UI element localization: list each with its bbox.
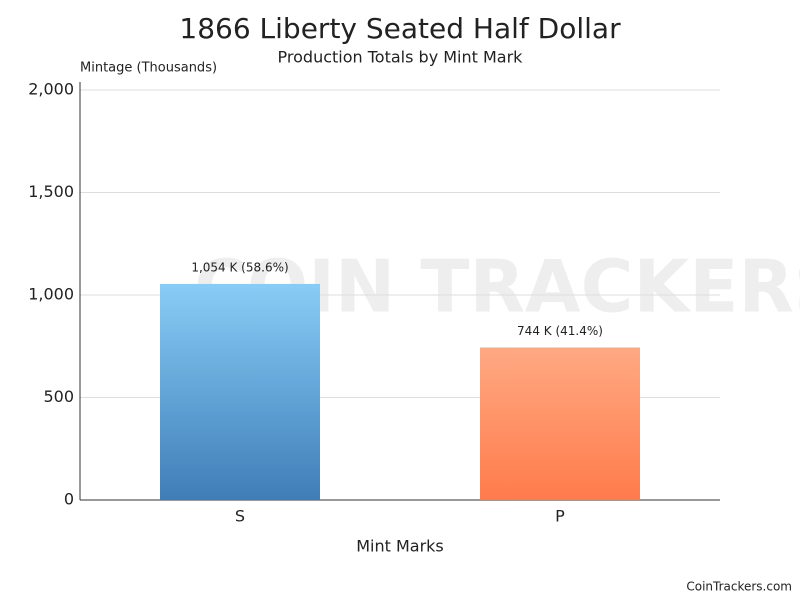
x-tick-label: P	[555, 507, 565, 526]
y-tick-label: 0	[64, 490, 74, 509]
bar	[160, 284, 320, 500]
footer: CoinTrackers.com	[686, 580, 792, 594]
y-tick-label: 2,000	[28, 80, 74, 99]
y-tick-label: 1,000	[28, 285, 74, 304]
y-tick-label: 1,500	[28, 182, 74, 201]
x-tick-label: S	[235, 507, 245, 526]
y-axis-label: Mintage (Thousands)	[80, 61, 217, 76]
y-tick-label: 500	[43, 387, 74, 406]
data-label: 1,054 K (58.6%)	[191, 260, 288, 274]
chart-subtitle: Production Totals by Mint Mark	[278, 48, 524, 67]
x-axis-label: Mint Marks	[356, 537, 444, 556]
chart-title: 1866 Liberty Seated Half Dollar	[179, 12, 621, 45]
bar	[480, 347, 640, 500]
data-label: 744 K (41.4%)	[517, 324, 603, 338]
